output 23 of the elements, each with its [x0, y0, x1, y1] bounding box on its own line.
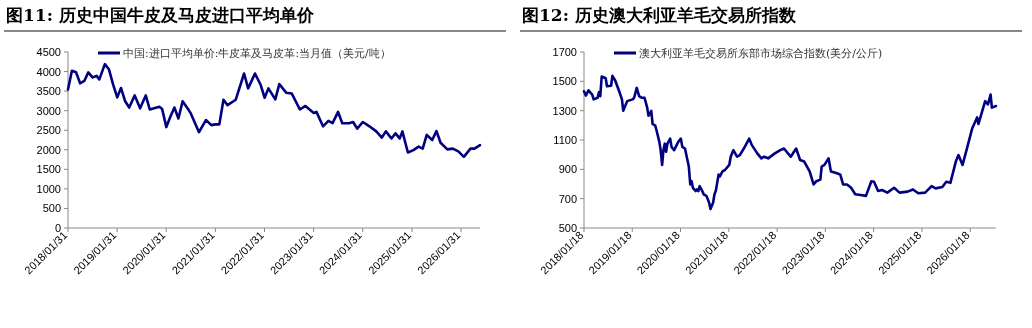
line-series — [66, 62, 482, 159]
y-tick-label: 1300 — [552, 104, 577, 117]
y-tick-label: 1500 — [36, 163, 61, 176]
y-tick-label: 4000 — [36, 65, 61, 78]
y-tick-label: 4500 — [36, 46, 61, 58]
y-tick-label: 1000 — [36, 182, 61, 195]
y-tick-label: 2500 — [36, 124, 61, 137]
y-tick-label: 1700 — [552, 46, 577, 58]
chart-title: 图11: 历史中国牛皮及马皮进口平均单价 — [6, 5, 315, 25]
line-series — [582, 74, 998, 211]
y-tick-label: 3500 — [36, 85, 61, 98]
y-tick-label: 700 — [558, 192, 577, 205]
y-tick-label: 1500 — [552, 75, 577, 88]
legend-label: 中国:进口平均单价:牛皮革及马皮革:当月值（美元/吨） — [123, 47, 391, 60]
y-tick-label: 900 — [558, 163, 577, 176]
y-tick-label: 500 — [558, 222, 577, 234]
chart-title: 图12: 历史澳大利亚羊毛交易所指数 — [522, 5, 797, 25]
y-tick-label: 2000 — [36, 143, 61, 156]
y-tick-label: 1100 — [553, 134, 577, 146]
y-tick-label: 0 — [54, 222, 61, 234]
y-tick-label: 500 — [42, 202, 61, 215]
y-tick-label: 3000 — [36, 104, 61, 117]
legend-label: 澳大利亚羊毛交易所东部市场综合指数(美分/公斤) — [639, 47, 883, 60]
